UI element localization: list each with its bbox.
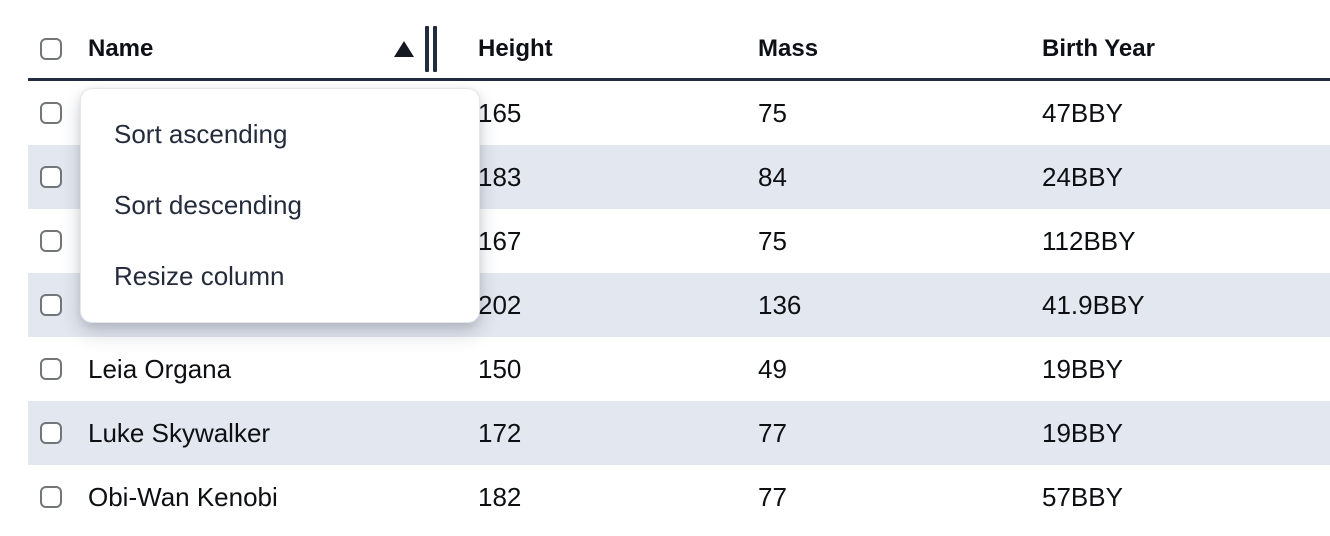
menu-item-sort-ascending[interactable]: Sort ascending [114,119,288,149]
cell-birth-year: 47BBY [1042,97,1123,128]
cell-height: 202 [478,289,522,320]
cell-mass: 49 [758,353,787,384]
cell-height: 182 [478,481,522,511]
cell-mass: 84 [758,161,787,192]
select-all-checkbox[interactable] [40,38,62,60]
cell-mass: 75 [758,225,787,256]
column-header-name-label: Name [88,35,154,62]
sort-ascending-icon [394,41,414,57]
cell-birth-year: 41.9BBY [1042,289,1145,320]
column-header-name[interactable]: Name [76,20,466,78]
cell-birth-year: 24BBY [1042,161,1123,192]
cell-mass: 77 [758,417,787,448]
column-header-mass[interactable]: Mass [758,35,819,62]
cell-mass: 75 [758,97,787,128]
row-checkbox[interactable] [40,166,62,188]
column-resize-handle[interactable] [425,26,437,72]
row-checkbox[interactable] [40,294,62,316]
header-checkbox-cell [28,20,76,78]
resize-bar-icon [425,26,429,72]
table-row: Leia Organa 150 49 19BBY [28,337,1330,401]
cell-name: Leia Organa [88,353,232,384]
cell-birth-year: 112BBY [1042,225,1136,256]
column-header-height[interactable]: Height [478,35,553,62]
cell-height: 167 [478,225,522,256]
column-context-menu: Sort ascending Sort descending Resize co… [80,88,480,323]
cell-name: Obi-Wan Kenobi [88,481,278,511]
table-row: Luke Skywalker 172 77 19BBY [28,401,1330,465]
table-row: 167 75 112BBY [28,209,1330,273]
row-checkbox[interactable] [40,486,62,508]
menu-item-sort-descending[interactable]: Sort descending [114,190,302,220]
table-header-row: Name Height Mass Birth Year [28,20,1330,81]
cell-height: 165 [478,97,522,128]
cell-height: 172 [478,417,522,448]
row-checkbox[interactable] [40,358,62,380]
cell-height: 150 [478,353,522,384]
cell-mass: 136 [758,289,802,320]
cell-height: 183 [478,161,522,192]
row-checkbox[interactable] [40,230,62,252]
cell-birth-year: 19BBY [1042,353,1123,384]
resize-bar-icon [433,26,437,72]
row-checkbox[interactable] [40,422,62,444]
row-checkbox[interactable] [40,102,62,124]
cell-name: Luke Skywalker [88,417,271,448]
table-row: Obi-Wan Kenobi 182 77 57BBY [28,465,1330,510]
cell-birth-year: 57BBY [1042,481,1123,511]
table-row: 165 75 47BBY [28,81,1330,145]
column-header-birth-year[interactable]: Birth Year [1042,35,1155,62]
cell-birth-year: 19BBY [1042,417,1123,448]
menu-item-resize-column[interactable]: Resize column [114,261,285,291]
cell-mass: 77 [758,481,787,511]
